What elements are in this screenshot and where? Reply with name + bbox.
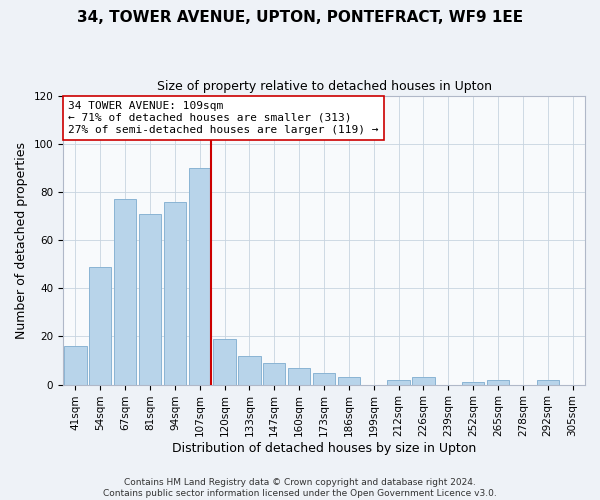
Title: Size of property relative to detached houses in Upton: Size of property relative to detached ho… bbox=[157, 80, 491, 93]
Bar bbox=[114, 199, 136, 384]
Bar bbox=[238, 356, 260, 384]
Bar bbox=[412, 378, 434, 384]
Bar bbox=[536, 380, 559, 384]
Bar bbox=[313, 372, 335, 384]
Bar bbox=[89, 266, 112, 384]
Bar bbox=[388, 380, 410, 384]
Text: 34 TOWER AVENUE: 109sqm
← 71% of detached houses are smaller (313)
27% of semi-d: 34 TOWER AVENUE: 109sqm ← 71% of detache… bbox=[68, 102, 379, 134]
Bar bbox=[188, 168, 211, 384]
Bar bbox=[338, 378, 360, 384]
X-axis label: Distribution of detached houses by size in Upton: Distribution of detached houses by size … bbox=[172, 442, 476, 455]
Bar bbox=[487, 380, 509, 384]
Text: 34, TOWER AVENUE, UPTON, PONTEFRACT, WF9 1EE: 34, TOWER AVENUE, UPTON, PONTEFRACT, WF9… bbox=[77, 10, 523, 25]
Bar bbox=[462, 382, 484, 384]
Bar bbox=[139, 214, 161, 384]
Y-axis label: Number of detached properties: Number of detached properties bbox=[15, 142, 28, 338]
Bar bbox=[164, 202, 186, 384]
Bar bbox=[288, 368, 310, 384]
Bar bbox=[64, 346, 86, 385]
Bar bbox=[263, 363, 286, 384]
Bar bbox=[214, 339, 236, 384]
Text: Contains HM Land Registry data © Crown copyright and database right 2024.
Contai: Contains HM Land Registry data © Crown c… bbox=[103, 478, 497, 498]
